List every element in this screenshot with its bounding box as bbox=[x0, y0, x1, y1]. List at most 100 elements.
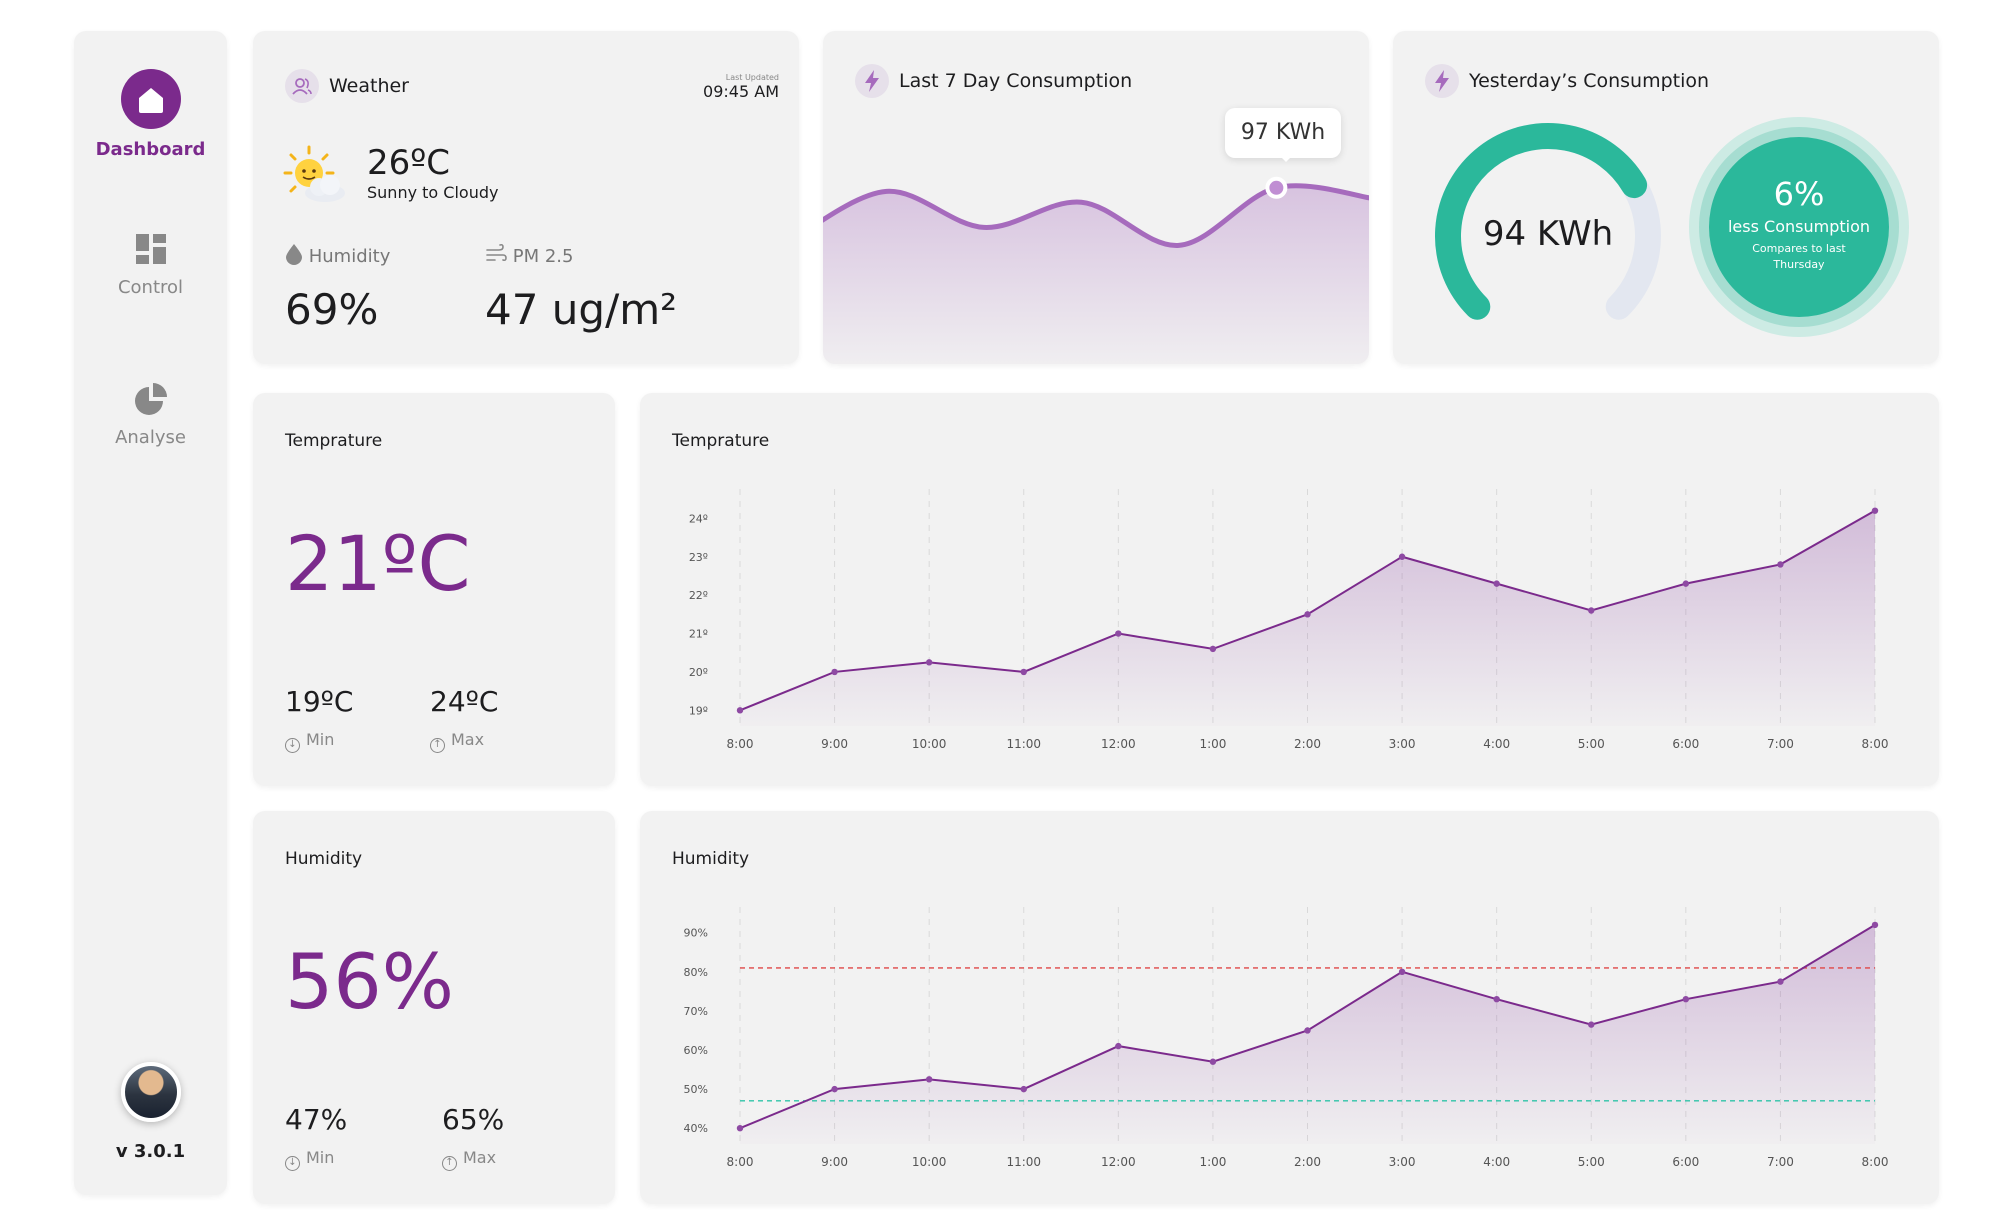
hum-ytick: 90% bbox=[684, 927, 708, 940]
temp-point-0 bbox=[736, 707, 744, 714]
hum-point-1 bbox=[831, 1085, 838, 1093]
sidebar: Dashboard Control Analyse v 3.0.1 bbox=[74, 31, 227, 1195]
hum-xtick: 5:00 bbox=[1578, 1155, 1605, 1169]
humidity-chart-card: Humidity 40% 50% 60% 70% 80% 90% 8:00 9:00 10:00… bbox=[640, 811, 1939, 1204]
grid-icon bbox=[135, 234, 166, 264]
temp-xtick: 3:00 bbox=[1389, 737, 1416, 751]
avatar[interactable] bbox=[121, 1062, 181, 1122]
hum-xtick: 1:00 bbox=[1199, 1155, 1226, 1169]
comparison-subtext: Compares to last bbox=[1752, 242, 1846, 255]
consumption-7day-header: Last 7 Day Consumption bbox=[855, 64, 1132, 98]
comparison-badge: 6% less Consumption Compares to last Thu… bbox=[1709, 137, 1889, 317]
hum-point-2 bbox=[925, 1076, 933, 1083]
gauge-fill bbox=[1435, 123, 1648, 320]
temp-xtick: 9:00 bbox=[821, 737, 848, 751]
temp-point-5 bbox=[1209, 645, 1217, 653]
temperature-current: 21ºC bbox=[285, 519, 471, 608]
hum-ytick: 80% bbox=[684, 966, 708, 979]
sidebar-item-control[interactable]: Control bbox=[74, 231, 227, 298]
hum-point-11 bbox=[1777, 978, 1784, 985]
hum-xtick: 9:00 bbox=[821, 1155, 848, 1169]
temp-point-3 bbox=[1020, 668, 1027, 676]
yesterday-gauge bbox=[1435, 123, 1661, 320]
pm-value: 47 ug/m² bbox=[485, 285, 677, 334]
hum-point-7 bbox=[1398, 968, 1406, 976]
max-label: Max bbox=[451, 730, 485, 749]
tooltip-pointer bbox=[1278, 154, 1294, 162]
arrow-up-icon: ↑ bbox=[442, 1156, 457, 1171]
droplet-icon bbox=[286, 244, 302, 265]
max-label: Max bbox=[463, 1148, 497, 1167]
temp-point-7 bbox=[1398, 553, 1406, 560]
hum-point-8 bbox=[1493, 995, 1500, 1003]
temp-ytick: 22º bbox=[689, 589, 708, 602]
hum-xtick: 11:00 bbox=[1006, 1155, 1041, 1169]
humidity-label-row: Humidity bbox=[285, 243, 390, 267]
temp-point-12 bbox=[1871, 507, 1879, 514]
temp-point-4 bbox=[1115, 630, 1122, 637]
temperature-max-value: 24ºC bbox=[430, 685, 499, 718]
temperature-summary-title: Temprature bbox=[285, 431, 383, 451]
temperature-max-label: ↑ Max bbox=[430, 730, 484, 753]
bolt-icon bbox=[855, 64, 889, 98]
hum-ytick: 70% bbox=[684, 1005, 708, 1018]
arrow-up-icon: ↑ bbox=[430, 738, 445, 753]
temp-xtick: 1:00 bbox=[1199, 737, 1226, 751]
hum-point-4 bbox=[1115, 1042, 1122, 1050]
consumption-7day-title: Last 7 Day Consumption bbox=[899, 70, 1133, 92]
weather-card: Weather Last Updated 09:45 AM 26ºC Sunny… bbox=[253, 31, 799, 364]
temp-xtick: 8:00 bbox=[1862, 737, 1889, 751]
temperature-min-value: 19ºC bbox=[285, 685, 354, 718]
temp-ytick: 23º bbox=[689, 551, 708, 564]
consumption-tooltip: 97 KWh bbox=[1225, 108, 1341, 158]
temp-xtick: 4:00 bbox=[1483, 737, 1510, 751]
pie-chart-icon bbox=[134, 383, 167, 415]
temp-xtick: 6:00 bbox=[1672, 737, 1699, 751]
hum-xtick: 8:00 bbox=[727, 1155, 754, 1169]
sun-cloud-icon bbox=[283, 145, 345, 202]
temp-xtick: 8:00 bbox=[727, 737, 754, 751]
hum-xtick: 7:00 bbox=[1767, 1155, 1794, 1169]
humidity-value: 69% bbox=[285, 285, 379, 334]
pm-label-row: PM 2.5 bbox=[485, 243, 573, 267]
temperature-min-label: ↓ Min bbox=[285, 730, 334, 753]
consumption-highlight-point bbox=[1265, 176, 1288, 199]
last-updated-time: 09:45 AM bbox=[703, 82, 779, 101]
temp-xtick: 5:00 bbox=[1578, 737, 1605, 751]
min-label: Min bbox=[306, 730, 335, 749]
hum-xtick: 10:00 bbox=[912, 1155, 947, 1169]
sidebar-item-label: Control bbox=[117, 277, 184, 298]
sidebar-item-dashboard[interactable]: Dashboard bbox=[74, 69, 227, 160]
yesterday-value: 94 KWh bbox=[1482, 214, 1614, 254]
sidebar-item-analyse[interactable]: Analyse bbox=[74, 381, 227, 448]
temp-point-2 bbox=[925, 659, 933, 666]
hum-point-3 bbox=[1020, 1085, 1027, 1093]
temp-ytick: 24º bbox=[689, 512, 708, 525]
temp-xtick: 11:00 bbox=[1006, 737, 1041, 751]
humidity-label: Humidity bbox=[308, 246, 391, 267]
temp-xtick: 12:00 bbox=[1101, 737, 1136, 751]
hum-xtick: 4:00 bbox=[1483, 1155, 1510, 1169]
bolt-icon bbox=[1425, 64, 1459, 98]
arrow-down-icon: ↓ bbox=[285, 738, 300, 753]
humidity-summary-title: Humidity bbox=[285, 849, 363, 869]
min-label: Min bbox=[306, 1148, 335, 1167]
pm-label: PM 2.5 bbox=[512, 246, 574, 267]
weather-condition: Sunny to Cloudy bbox=[367, 183, 499, 202]
hum-xtick: 3:00 bbox=[1389, 1155, 1416, 1169]
user-icon bbox=[285, 69, 319, 103]
wind-icon bbox=[486, 243, 507, 262]
temperature-chart-title: Temprature bbox=[672, 431, 770, 451]
comparison-day: Thursday bbox=[1773, 258, 1825, 271]
hum-point-9 bbox=[1588, 1021, 1595, 1028]
temp-xtick: 7:00 bbox=[1767, 737, 1794, 751]
version-label: v 3.0.1 bbox=[115, 1141, 186, 1162]
humidity-max-value: 65% bbox=[442, 1103, 505, 1136]
temperature-summary-card: Temprature 21ºC 19ºC ↓ Min 24ºC ↑ Max bbox=[253, 393, 615, 786]
yesterday-header: Yesterday’s Consumption bbox=[1425, 64, 1709, 98]
hum-ytick: 60% bbox=[684, 1044, 708, 1057]
weather-header: Weather bbox=[285, 69, 409, 103]
hum-xtick: 12:00 bbox=[1101, 1155, 1136, 1169]
comparison-text: less Consumption bbox=[1727, 217, 1870, 236]
hum-point-10 bbox=[1682, 995, 1690, 1003]
